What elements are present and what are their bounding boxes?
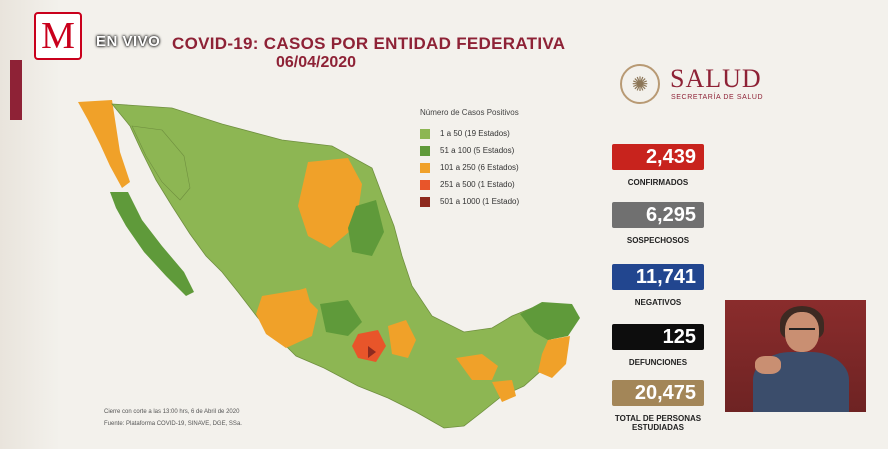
- legend-swatch: [420, 196, 430, 207]
- legend-swatch: [420, 162, 430, 173]
- stat-negative: 11,741 NEGATIVOS: [612, 264, 704, 307]
- map-region-baja-california: [78, 100, 130, 188]
- legend-item: 1 a 50 (19 Estados): [420, 125, 600, 142]
- page-title: COVID-19: CASOS POR ENTIDAD FEDERATIVA: [172, 34, 566, 53]
- legend-label: 501 a 1000 (1 Estado): [440, 197, 520, 206]
- map-region-baja-california-sur: [110, 192, 194, 296]
- stat-suspected: 6,295 SOSPECHOSOS: [612, 202, 704, 245]
- stat-deaths: 125 DEFUNCIONES: [612, 324, 704, 367]
- map-region-guanajuato: [320, 300, 362, 336]
- stat-total-studied: 20,475 TOTAL DE PERSONAS ESTUDIADAS: [612, 380, 704, 432]
- map-region-yucatan: [520, 302, 580, 340]
- legend-item: 51 a 100 (5 Estados): [420, 142, 600, 159]
- interpreter-face: [785, 312, 819, 352]
- legend-title: Número de Casos Positivos: [420, 108, 519, 117]
- glasses-icon: [789, 328, 815, 335]
- broadcaster-logo: M: [34, 12, 82, 60]
- stat-confirmed: 2,439 CONFIRMADOS: [612, 144, 704, 187]
- legend-swatch: [420, 179, 430, 190]
- mexico-map: [78, 100, 580, 429]
- sign-language-interpreter-video: [725, 300, 866, 412]
- stat-value: 2,439: [612, 144, 704, 170]
- decorative-pattern: [0, 0, 60, 449]
- map-region-quintana-roo: [538, 336, 570, 378]
- map-region-aguascalientes: [292, 288, 310, 306]
- map-legend: Número de Casos Positivos 1 a 50 (19 Est…: [420, 108, 600, 210]
- legend-label: 251 a 500 (1 Estado): [440, 180, 515, 189]
- map-region-coahuila: [298, 158, 362, 248]
- map-region-tabasco: [456, 354, 498, 380]
- brand-name: SALUD: [670, 64, 762, 93]
- legend-swatch: [420, 128, 430, 139]
- stat-label: NEGATIVOS: [634, 298, 682, 307]
- legend-item: 101 a 250 (6 Estados): [420, 159, 600, 176]
- stat-label: TOTAL DE PERSONAS ESTUDIADAS: [614, 414, 702, 432]
- logo-letter: M: [41, 15, 75, 57]
- map-region-puebla: [388, 320, 416, 358]
- map-region-nuevo-leon: [348, 200, 384, 256]
- map-region-cdmx: [352, 330, 386, 362]
- map-region-morelos-point: [368, 346, 376, 358]
- stat-value: 125: [612, 324, 704, 350]
- legend-item: 251 a 500 (1 Estado): [420, 176, 600, 193]
- legend-label: 101 a 250 (6 Estados): [440, 163, 519, 172]
- national-seal-icon: ✺: [620, 64, 660, 104]
- legend-label: 51 a 100 (5 Estados): [440, 146, 515, 155]
- decorative-red-bar: [10, 60, 22, 120]
- map-region-sonora: [131, 125, 191, 201]
- stat-label: SOSPECHOSOS: [626, 236, 690, 245]
- page-date: 06/04/2020: [276, 54, 357, 71]
- map-region-chiapas: [492, 380, 516, 402]
- legend-item: 501 a 1000 (1 Estado): [420, 193, 600, 210]
- stat-value: 11,741: [612, 264, 704, 290]
- live-label: EN VIVO: [96, 33, 161, 50]
- footnote-source: Fuente: Plataforma COVID-19, SINAVE, DGE…: [104, 421, 242, 427]
- brand-subtitle: SECRETARÍA DE SALUD: [671, 94, 764, 101]
- legend-label: 1 a 50 (19 Estados): [440, 129, 510, 138]
- stat-value: 20,475: [612, 380, 704, 406]
- stat-value: 6,295: [612, 202, 704, 228]
- salud-brand: ✺ SALUD SECRETARÍA DE SALUD: [620, 64, 790, 110]
- legend-swatch: [420, 145, 430, 156]
- footnote-cutoff: Cierre con corte a las 13:00 hrs, 6 de A…: [104, 409, 240, 415]
- interpreter-hand: [755, 356, 781, 374]
- stat-label: CONFIRMADOS: [627, 178, 689, 187]
- stat-label: DEFUNCIONES: [628, 358, 688, 367]
